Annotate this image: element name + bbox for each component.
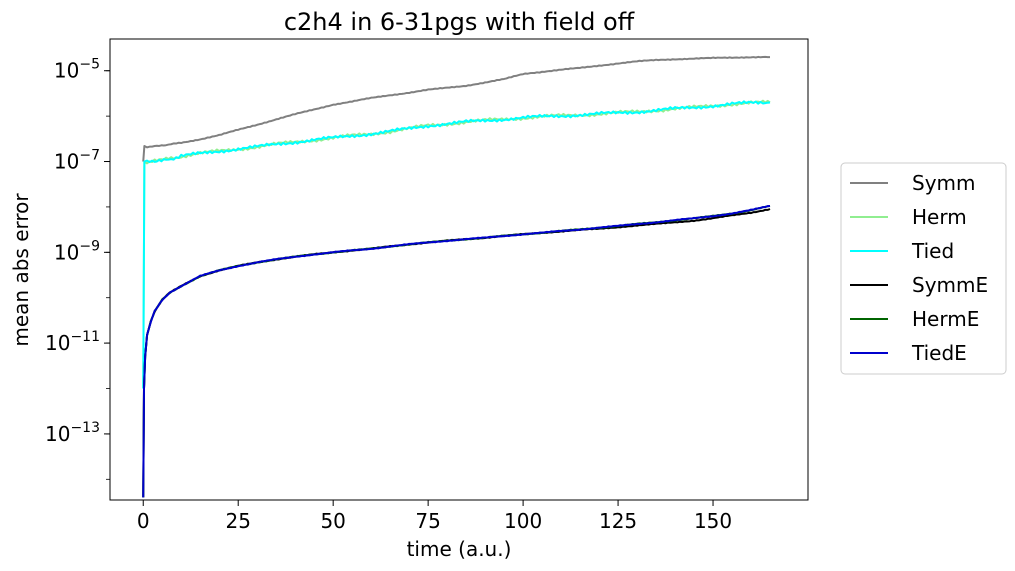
y-tick-label: 10−13 bbox=[45, 420, 100, 446]
plot-area bbox=[109, 38, 809, 501]
chart-title: c2h4 in 6-31pgs with field off bbox=[284, 8, 635, 36]
y-axis-label: mean abs error bbox=[9, 193, 33, 347]
x-tick-label: 75 bbox=[415, 509, 440, 533]
legend-label-tiede: TiedE bbox=[911, 341, 967, 365]
legend-label-symm: Symm bbox=[912, 171, 976, 195]
legend-label-herm: Herm bbox=[912, 205, 967, 229]
y-axis: 10−13 10−11 10−9 10−7 10−5 bbox=[45, 57, 110, 480]
x-axis-label: time (a.u.) bbox=[407, 537, 512, 561]
series-layer bbox=[142, 55, 771, 498]
y-tick-label: 10−7 bbox=[54, 148, 100, 174]
series-line-herme bbox=[142, 204, 771, 498]
series-line-symm bbox=[142, 55, 771, 162]
y-tick-label: 10−11 bbox=[45, 329, 100, 355]
y-tick-label: 10−9 bbox=[54, 238, 100, 264]
y-tick-label: 10−5 bbox=[54, 57, 100, 83]
legend-label-tied: Tied bbox=[911, 239, 954, 263]
x-tick-label: 50 bbox=[320, 509, 345, 533]
legend-label-symme: SymmE bbox=[912, 273, 988, 297]
x-tick-label: 125 bbox=[599, 509, 637, 533]
plot-frame bbox=[109, 38, 809, 501]
x-tick-label: 0 bbox=[137, 509, 150, 533]
series-line-tiede bbox=[142, 204, 771, 498]
series-line-herm bbox=[142, 99, 771, 389]
x-axis: 0 25 50 75 100 125 150 bbox=[137, 500, 732, 533]
legend-label-herme: HermE bbox=[912, 307, 979, 331]
x-tick-label: 100 bbox=[504, 509, 542, 533]
x-tick-label: 25 bbox=[225, 509, 250, 533]
legend-box bbox=[840, 162, 1007, 375]
series-line-symme bbox=[142, 208, 771, 498]
x-tick-label: 150 bbox=[694, 509, 732, 533]
legend: Symm Herm Tied SymmE HermE TiedE bbox=[840, 162, 1007, 375]
series-line-tied bbox=[142, 100, 771, 389]
